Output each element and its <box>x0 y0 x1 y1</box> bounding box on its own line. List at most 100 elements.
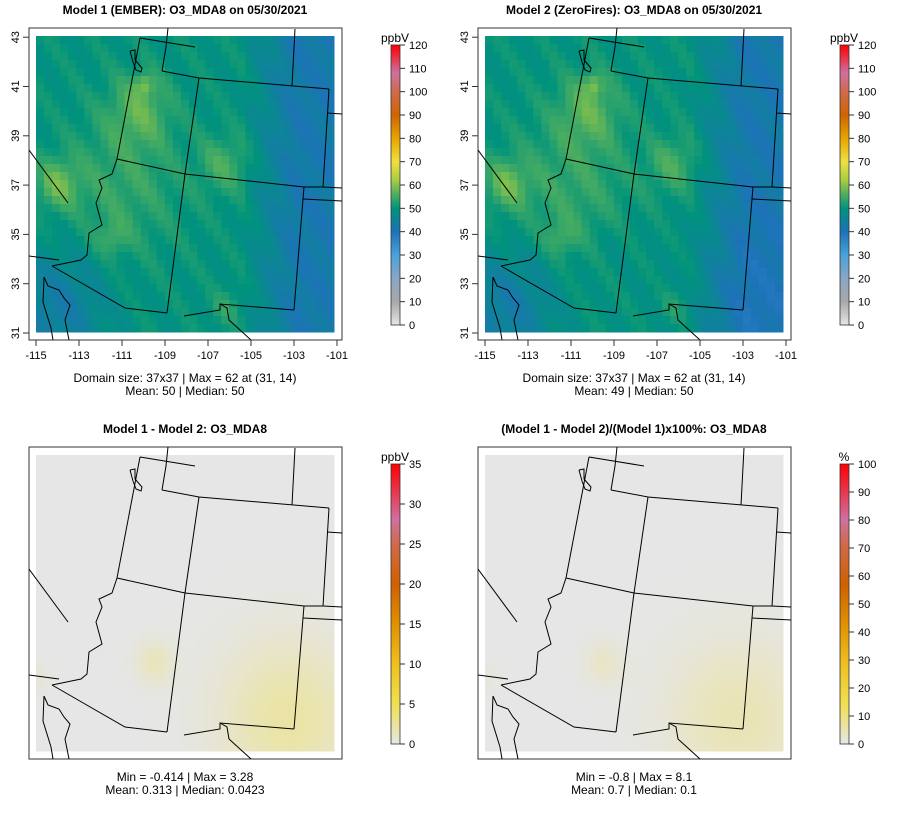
grid-cell <box>613 180 623 189</box>
grid-cell <box>485 124 494 133</box>
grid-cell <box>197 268 206 277</box>
grid-cell <box>541 244 550 253</box>
grid-cell <box>726 204 736 213</box>
grid-cell <box>565 711 575 720</box>
grid-cell <box>573 116 583 125</box>
grid-cell <box>189 236 198 245</box>
grid-cell <box>493 68 502 77</box>
grid-cell <box>36 148 45 157</box>
grid-cell <box>60 324 69 333</box>
grid-cell <box>710 212 720 221</box>
grid-cell <box>44 615 53 624</box>
grid-cell <box>325 124 335 133</box>
grid-cell <box>573 76 583 85</box>
grid-cell <box>573 655 583 664</box>
grid-cell <box>573 324 583 333</box>
grid-cell <box>726 308 736 317</box>
grid-cell <box>189 60 198 69</box>
grid-cell <box>509 140 518 149</box>
grid-cell <box>549 623 558 632</box>
grid-cell <box>525 735 534 744</box>
grid-cell <box>140 463 150 472</box>
grid-cell <box>245 44 254 53</box>
grid-cell <box>92 607 101 616</box>
grid-cell <box>317 535 327 544</box>
grid-cell <box>509 463 518 472</box>
grid-cell <box>541 308 550 317</box>
grid-cell <box>261 559 271 568</box>
grid-cell <box>758 268 768 277</box>
grid-cell <box>774 44 784 53</box>
grid-cell <box>180 108 190 117</box>
grid-cell <box>565 228 575 237</box>
grid-cell <box>517 244 526 253</box>
grid-cell <box>189 735 198 744</box>
grid-cell <box>517 567 526 576</box>
grid-cell <box>84 308 93 317</box>
grid-cell <box>589 268 599 277</box>
grid-cell <box>213 36 222 45</box>
grid-cell <box>253 687 263 696</box>
grid-cell <box>36 463 45 472</box>
grid-cell <box>557 735 567 744</box>
grid-cell <box>108 559 118 568</box>
grid-cell <box>189 100 198 109</box>
grid-cell <box>493 559 502 568</box>
grid-cell <box>517 212 526 221</box>
grid-cell <box>710 132 720 141</box>
grid-cell <box>589 172 599 181</box>
grid-cell <box>148 148 158 157</box>
grid-cell <box>237 244 246 253</box>
grid-cell <box>493 252 502 261</box>
grid-cell <box>549 284 558 293</box>
grid-cell <box>84 52 93 61</box>
grid-cell <box>140 471 150 480</box>
grid-cell <box>116 52 126 61</box>
grid-cell <box>718 44 728 53</box>
grid-cell <box>501 575 510 584</box>
grid-cell <box>132 180 142 189</box>
grid-cell <box>172 479 182 488</box>
grid-cell <box>517 116 526 125</box>
grid-cell <box>277 76 287 85</box>
grid-cell <box>269 599 279 608</box>
grid-cell <box>597 663 607 672</box>
grid-cell <box>541 655 550 664</box>
grid-cell <box>662 236 671 245</box>
grid-cell <box>132 463 142 472</box>
grid-cell <box>670 172 679 181</box>
grid-cell <box>237 719 246 728</box>
grid-cell <box>766 300 776 309</box>
grid-cell <box>116 268 126 277</box>
grid-cell <box>589 36 599 45</box>
grid-cell <box>325 623 335 632</box>
colorbar-tick-label: 70 <box>858 157 870 169</box>
grid-cell <box>686 44 695 53</box>
grid-cell <box>766 92 776 101</box>
grid-cell <box>557 495 567 504</box>
grid-cell <box>189 212 198 221</box>
grid-cell <box>533 567 542 576</box>
grid-cell <box>132 719 142 728</box>
grid-cell <box>84 631 93 640</box>
grid-cell <box>493 623 502 632</box>
grid-cell <box>229 479 238 488</box>
grid-cell <box>44 535 53 544</box>
grid-cell <box>261 228 271 237</box>
grid-cell <box>629 92 639 101</box>
grid-cell <box>533 76 542 85</box>
grid-cell <box>662 156 671 165</box>
grid-cell <box>525 631 534 640</box>
grid-cell <box>501 204 510 213</box>
grid-cell <box>710 260 720 269</box>
grid-cell <box>76 519 85 528</box>
grid-cell <box>517 60 526 69</box>
grid-cell <box>164 559 174 568</box>
grid-cell <box>213 583 222 592</box>
grid-cell <box>36 172 45 181</box>
grid-cell <box>52 68 61 77</box>
grid-cell <box>485 44 494 53</box>
grid-cell <box>132 735 142 744</box>
grid-cell <box>726 172 736 181</box>
grid-cell <box>517 639 526 648</box>
